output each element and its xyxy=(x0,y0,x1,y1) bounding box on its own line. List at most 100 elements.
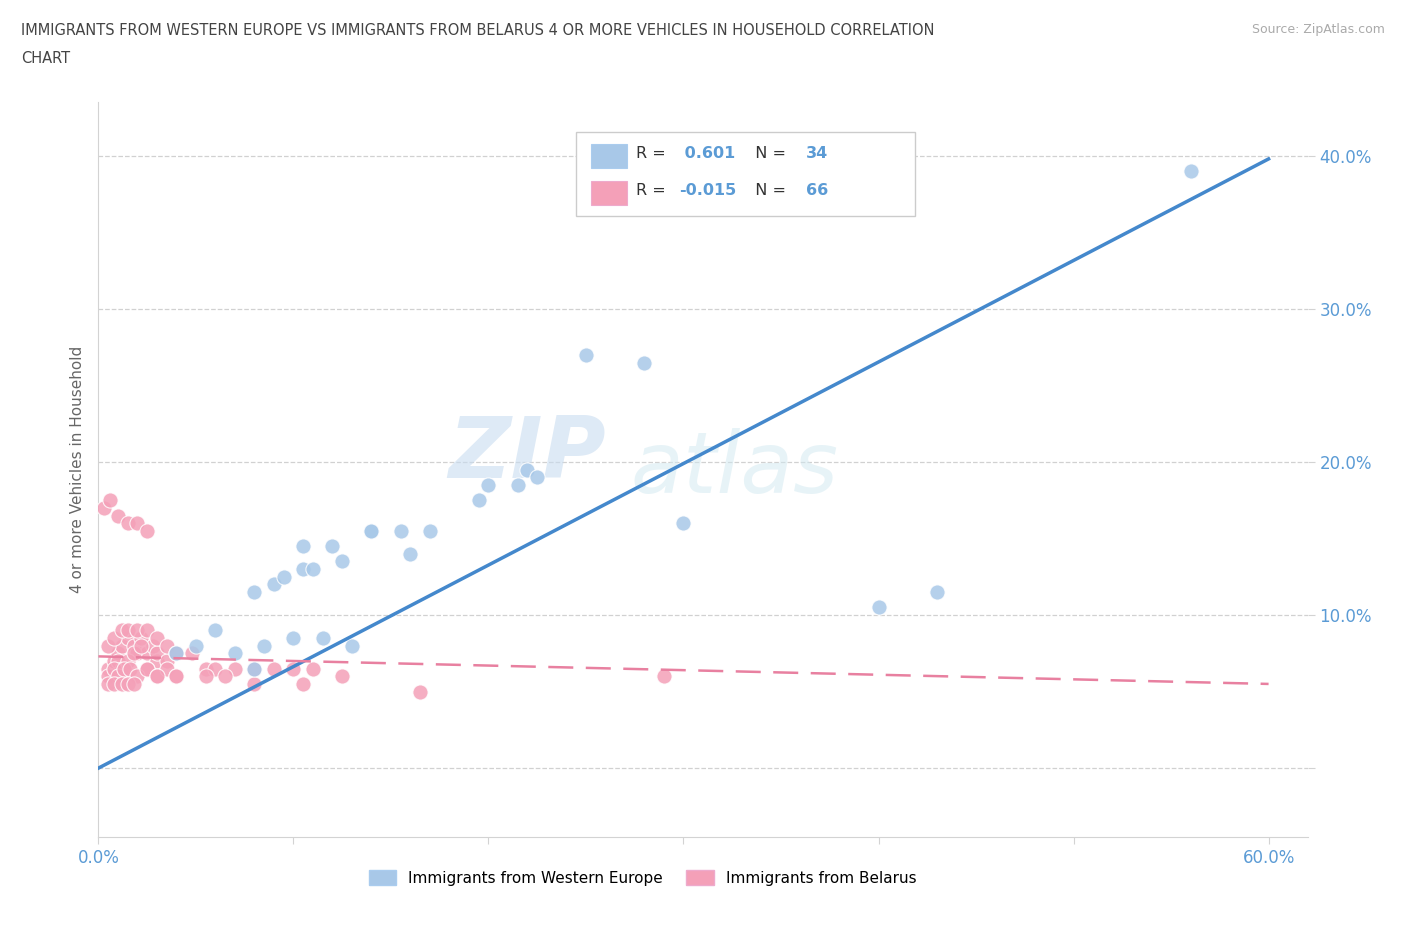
Point xyxy=(127,623,149,638)
Point xyxy=(194,661,217,676)
Point xyxy=(117,654,139,669)
Point xyxy=(409,684,432,699)
Point xyxy=(127,645,149,660)
Point xyxy=(302,661,325,676)
Point xyxy=(516,462,538,477)
Point xyxy=(117,623,139,638)
Point xyxy=(263,661,285,676)
Point xyxy=(97,661,120,676)
Point xyxy=(614,179,637,194)
Point xyxy=(111,661,134,676)
Point xyxy=(136,661,159,676)
Text: N =: N = xyxy=(745,183,792,198)
Text: Source: ZipAtlas.com: Source: ZipAtlas.com xyxy=(1251,23,1385,36)
Point xyxy=(184,638,207,653)
Point xyxy=(652,669,675,684)
Point xyxy=(156,638,179,653)
Point xyxy=(156,654,179,669)
Point xyxy=(103,661,125,676)
Point xyxy=(146,669,169,684)
Point xyxy=(117,676,139,691)
Point xyxy=(156,661,179,676)
Text: N =: N = xyxy=(745,146,792,162)
Point xyxy=(633,355,655,370)
Point xyxy=(194,669,217,684)
Point xyxy=(107,669,129,684)
Point xyxy=(204,623,226,638)
Point xyxy=(146,645,169,660)
Point xyxy=(467,493,489,508)
Text: IMMIGRANTS FROM WESTERN EUROPE VS IMMIGRANTS FROM BELARUS 4 OR MORE VEHICLES IN : IMMIGRANTS FROM WESTERN EUROPE VS IMMIGR… xyxy=(21,23,935,38)
Point xyxy=(1180,164,1202,179)
Point xyxy=(312,631,335,645)
Point xyxy=(224,661,246,676)
Point xyxy=(122,645,145,660)
Point xyxy=(243,661,266,676)
Point xyxy=(360,524,382,538)
Point xyxy=(146,654,169,669)
Point xyxy=(122,638,145,653)
Point xyxy=(224,645,246,660)
Point xyxy=(111,638,134,653)
Y-axis label: 4 or more Vehicles in Household: 4 or more Vehicles in Household xyxy=(69,346,84,593)
Point xyxy=(672,516,695,531)
Point xyxy=(321,538,343,553)
Text: R =: R = xyxy=(637,183,672,198)
Point xyxy=(107,654,129,669)
Point xyxy=(136,623,159,638)
Point xyxy=(103,631,125,645)
Legend: Immigrants from Western Europe, Immigrants from Belarus: Immigrants from Western Europe, Immigran… xyxy=(363,864,922,892)
Point xyxy=(575,348,598,363)
Point xyxy=(127,516,149,531)
Point xyxy=(360,524,382,538)
Point xyxy=(302,562,325,577)
Point xyxy=(214,669,236,684)
Point xyxy=(330,669,353,684)
Point xyxy=(165,669,187,684)
Bar xyxy=(591,181,627,206)
Point xyxy=(122,676,145,691)
Point xyxy=(273,569,295,584)
Point xyxy=(283,631,305,645)
Point xyxy=(112,661,135,676)
Point xyxy=(98,493,121,508)
Point xyxy=(292,562,315,577)
Point xyxy=(181,645,204,660)
Point xyxy=(506,477,529,492)
Point xyxy=(419,524,441,538)
Point xyxy=(477,477,499,492)
Point xyxy=(131,638,153,653)
Point xyxy=(165,645,187,660)
Point xyxy=(117,516,139,531)
Bar xyxy=(591,144,627,168)
Point xyxy=(263,577,285,591)
Text: R =: R = xyxy=(637,146,672,162)
Point xyxy=(131,631,153,645)
Point xyxy=(97,676,120,691)
Text: 0.601: 0.601 xyxy=(679,146,735,162)
Point xyxy=(103,676,125,691)
Point xyxy=(243,585,266,600)
Point xyxy=(118,661,141,676)
Point xyxy=(165,669,187,684)
Text: -0.015: -0.015 xyxy=(679,183,737,198)
Point xyxy=(142,638,165,653)
Point xyxy=(103,654,125,669)
Point xyxy=(330,554,353,569)
Point xyxy=(283,661,305,676)
Point xyxy=(111,676,134,691)
Point xyxy=(93,500,115,515)
Point xyxy=(243,661,266,676)
Point xyxy=(107,508,129,523)
Point xyxy=(107,645,129,660)
Point xyxy=(136,645,159,660)
Point xyxy=(97,638,120,653)
Point xyxy=(389,524,412,538)
Point xyxy=(868,600,890,615)
Text: 66: 66 xyxy=(806,183,828,198)
Point xyxy=(253,638,276,653)
Point xyxy=(146,631,169,645)
Text: CHART: CHART xyxy=(21,51,70,66)
Point xyxy=(117,631,139,645)
Point xyxy=(925,585,948,600)
